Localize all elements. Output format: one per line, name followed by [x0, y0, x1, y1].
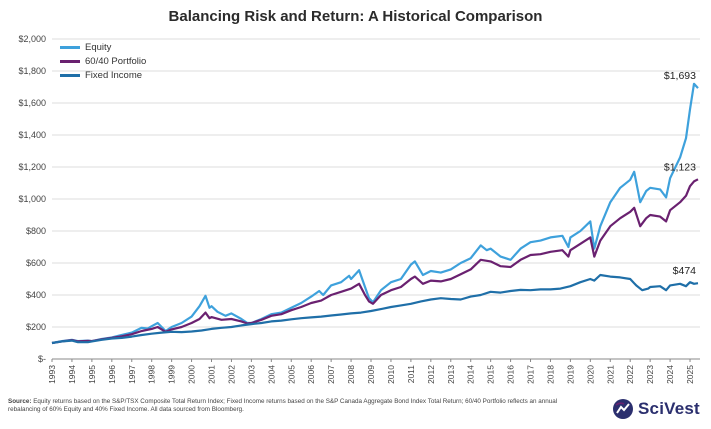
series-line-equity: [51, 82, 699, 345]
x-tick-label: 1998: [147, 365, 157, 384]
y-tick-label: $1,000: [18, 194, 46, 204]
series-line-60-40-portfolio: [51, 178, 699, 345]
x-tick-label: 2020: [585, 365, 595, 384]
y-tick-label: $1,800: [18, 66, 46, 76]
y-tick-label: $200: [26, 322, 46, 332]
logo-text: SciVest: [638, 399, 700, 418]
legend-swatch-6040: [60, 60, 80, 63]
legend-item-equity: Equity: [60, 42, 146, 53]
source-label: Source:: [8, 398, 32, 405]
x-tick-label: 2005: [286, 365, 296, 384]
x-tick-label: 2017: [526, 365, 536, 384]
x-tick-label: 2004: [266, 365, 276, 384]
source-note: Source: Equity returns based on the S&P/…: [8, 398, 568, 414]
legend-item-6040: 60/40 Portfolio: [60, 56, 146, 67]
x-tick-label: 1994: [67, 365, 77, 384]
x-tick-label: 2002: [226, 365, 236, 384]
legend-swatch-equity: [60, 46, 80, 49]
x-tick-label: 1995: [87, 365, 97, 384]
x-tick-label: 2025: [685, 365, 695, 384]
legend-label-fixed-income: Fixed Income: [85, 70, 143, 81]
y-tick-label: $400: [26, 290, 46, 300]
source-text: Equity returns based on the S&P/TSX Comp…: [8, 398, 558, 413]
x-tick-label: 2014: [466, 365, 476, 384]
end-value-label: $1,693: [664, 70, 696, 82]
y-tick-label: $-: [38, 354, 46, 364]
x-tick-label: 2018: [545, 365, 555, 384]
x-tick-label: 2001: [207, 365, 217, 384]
x-tick-label: 2019: [565, 365, 575, 384]
chart-title: Balancing Risk and Return: A Historical …: [168, 8, 543, 25]
legend-label-6040: 60/40 Portfolio: [85, 56, 147, 67]
y-tick-label: $1,200: [18, 162, 46, 172]
end-value-label: $1,123: [664, 161, 696, 173]
x-tick-label: 2021: [605, 365, 615, 384]
end-value-label: $474: [673, 265, 697, 277]
legend-label-equity: Equity: [85, 42, 112, 53]
scivest-logo-icon: [613, 399, 633, 419]
series-line-fixed-income: [51, 273, 699, 345]
legend-swatch-fixed-income: [60, 74, 80, 77]
x-tick-label: 2009: [366, 365, 376, 384]
y-tick-label: $600: [26, 258, 46, 268]
x-tick-label: 1999: [167, 365, 177, 384]
x-tick-label: 1996: [107, 365, 117, 384]
x-tick-label: 2000: [187, 365, 197, 384]
y-tick-label: $1,400: [18, 130, 46, 140]
scivest-logo: SciVest: [612, 396, 700, 422]
x-tick-label: 2024: [665, 365, 675, 384]
x-tick-label: 1993: [47, 365, 57, 384]
x-tick-label: 2011: [406, 365, 416, 384]
legend: Equity 60/40 Portfolio Fixed Income: [60, 42, 146, 84]
x-tick-label: 2006: [306, 365, 316, 384]
x-tick-label: 2023: [645, 365, 655, 384]
x-tick-label: 2013: [446, 365, 456, 384]
x-tick-label: 2008: [346, 365, 356, 384]
x-tick-label: 2015: [486, 365, 496, 384]
x-tick-label: 2012: [426, 365, 436, 384]
x-tick-label: 2007: [326, 365, 336, 384]
x-tick-label: 2003: [246, 365, 256, 384]
legend-item-fixed-income: Fixed Income: [60, 70, 146, 81]
y-tick-label: $2,000: [18, 34, 46, 44]
x-tick-label: 2016: [506, 365, 516, 384]
x-tick-label: 1997: [127, 365, 137, 384]
x-tick-label: 2010: [386, 365, 396, 384]
x-tick-label: 2022: [625, 365, 635, 384]
y-tick-label: $1,600: [18, 98, 46, 108]
y-tick-label: $800: [26, 226, 46, 236]
